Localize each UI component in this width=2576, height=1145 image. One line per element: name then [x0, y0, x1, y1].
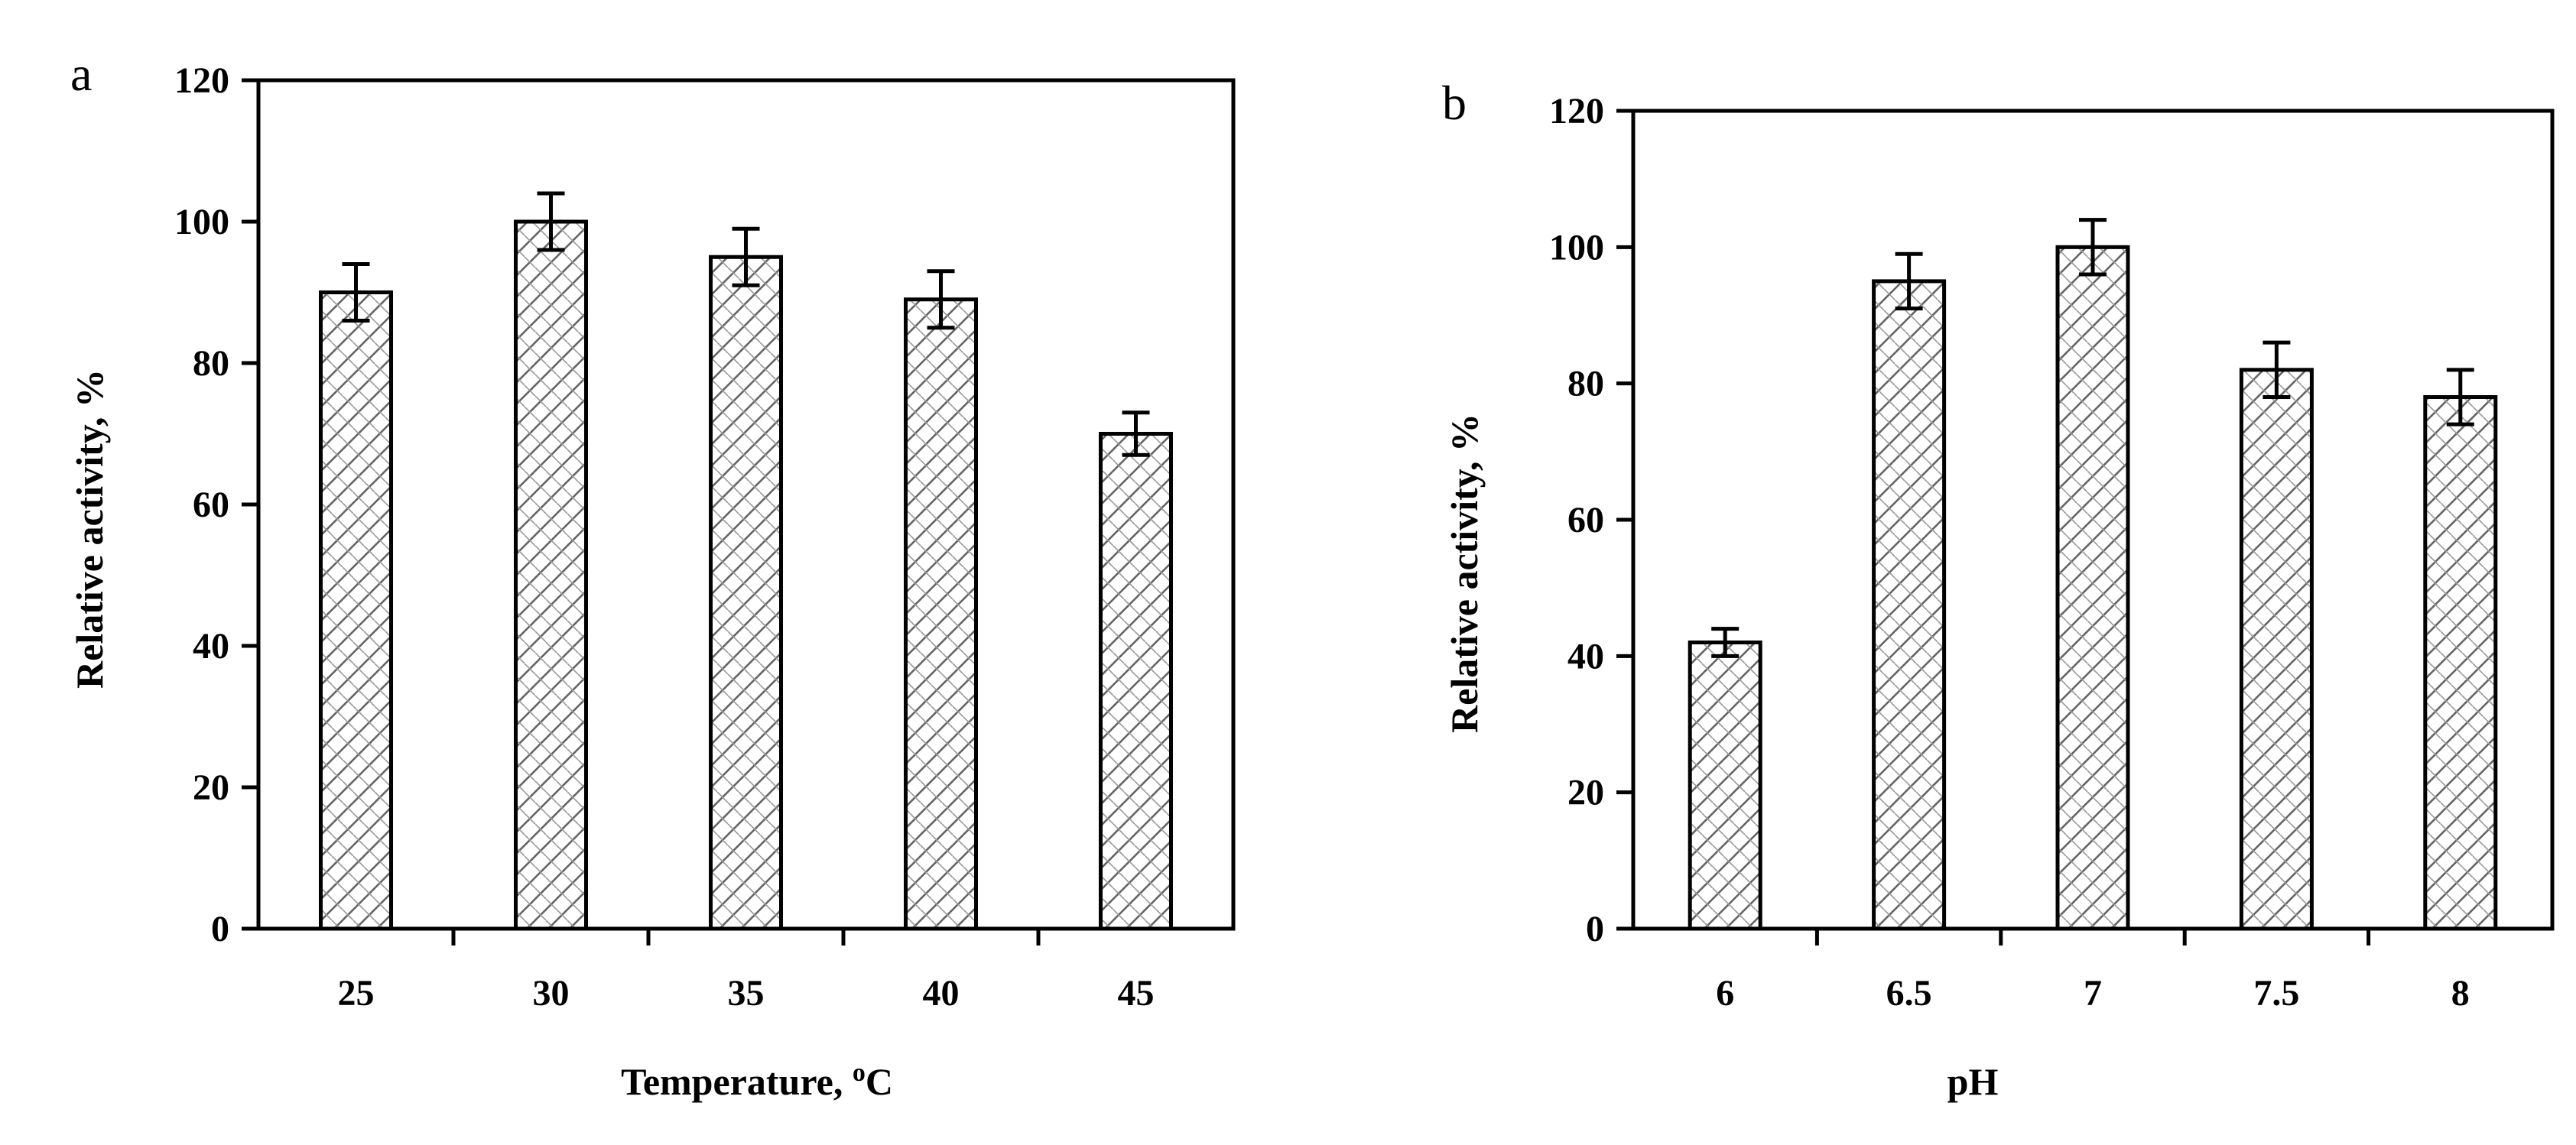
y-ticks-b: 0 20 40 60 80 100 120 6 6.5 7 7.5 8 [1549, 91, 2470, 1014]
bar-b-8 [2423, 395, 2498, 931]
y-axis-title-a: Relative activity, % [68, 369, 111, 689]
y-tick-label-b: 100 [1549, 227, 1604, 268]
y-tick-label-b: 80 [1567, 364, 1604, 404]
x-tick-label-a: 45 [1118, 973, 1155, 1014]
y-tick-label-a: 40 [193, 626, 229, 667]
error-bar-b-7.5 [2263, 340, 2291, 399]
error-bar-a-30 [537, 191, 565, 252]
y-tick-label-b: 0 [1586, 909, 1604, 949]
chart-panel-b: b 0 20 40 60 80 100 120 6 6.5 7 7.5 8 pH Relative a… [1442, 76, 2555, 1103]
x-axis-title-b: pH [1947, 1060, 1999, 1103]
plot-frame-b [1631, 109, 2555, 931]
bar-b-7 [2055, 245, 2130, 931]
x-tick-label-a: 25 [338, 973, 375, 1014]
chart-panel-a: a 0 20 40 60 80 100 120 25 30 35 40 45 Temperature,… [68, 47, 1236, 1103]
bar-b-6.5 [1872, 279, 1947, 931]
y-ticks-a: 0 20 40 60 80 100 120 25 30 35 40 45 [174, 60, 1155, 1014]
bar-a-25 [319, 290, 393, 931]
x-tick-label-a: 40 [923, 973, 960, 1014]
panel-label-b: b [1442, 76, 1467, 130]
x-tick-label-a: 30 [533, 973, 570, 1014]
y-tick-label-a: 60 [193, 485, 229, 525]
y-tick-label-b: 40 [1567, 636, 1604, 676]
error-bar-b-8 [2446, 368, 2474, 427]
x-tick-label-b: 6.5 [1886, 973, 1932, 1014]
y-tick-label-a: 20 [193, 767, 229, 808]
error-bar-a-40 [927, 269, 955, 330]
x-tick-label-a: 35 [728, 973, 765, 1014]
bar-a-45 [1099, 432, 1173, 931]
error-bar-b-6.5 [1895, 251, 1923, 311]
y-tick-label-a: 100 [174, 202, 229, 242]
y-tick-label-b: 20 [1567, 773, 1604, 813]
y-tick-label-b: 60 [1567, 500, 1604, 540]
y-tick-label-a: 0 [211, 909, 229, 949]
error-bar-a-45 [1122, 410, 1150, 457]
y-tick-label-b: 120 [1549, 91, 1604, 131]
panel-label-a: a [70, 47, 92, 101]
x-tick-label-b: 6 [1716, 973, 1734, 1014]
x-tick-label-b: 7.5 [2253, 973, 2299, 1014]
error-bar-b-6 [1711, 627, 1740, 658]
x-tick-label-b: 8 [2451, 973, 2470, 1014]
bar-a-30 [514, 219, 588, 931]
bars-b [1688, 218, 2498, 931]
y-tick-label-a: 120 [174, 60, 229, 101]
bar-a-40 [904, 297, 978, 931]
bar-b-6 [1688, 641, 1762, 931]
error-bar-a-25 [342, 262, 370, 323]
bar-b-7.5 [2239, 368, 2314, 931]
bar-a-35 [709, 255, 783, 931]
y-axis-title-b: Relative activity, % [1443, 414, 1486, 733]
x-tick-label-b: 7 [2084, 973, 2102, 1014]
x-axis-title-a: Temperature, oC [621, 1059, 893, 1103]
error-bar-a-35 [732, 226, 760, 287]
error-bar-b-7 [2079, 218, 2107, 277]
bars-a [319, 191, 1173, 931]
plot-frame-a [256, 78, 1236, 931]
y-tick-label-a: 80 [193, 343, 229, 384]
